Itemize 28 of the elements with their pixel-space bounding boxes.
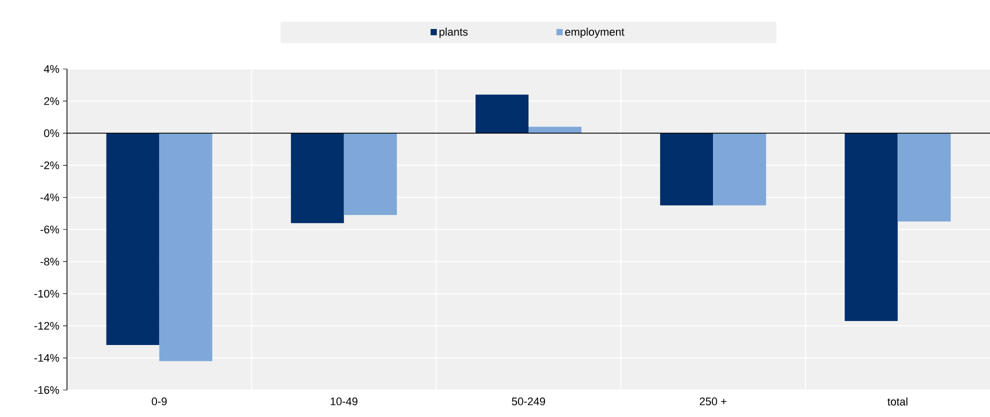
y-tick-label: -12% bbox=[34, 322, 60, 330]
y-tick-label: -4% bbox=[40, 194, 60, 202]
y-tick-label: 4% bbox=[44, 65, 60, 73]
bar bbox=[713, 133, 766, 206]
y-tick-label: -16% bbox=[34, 386, 60, 394]
x-tick-label: 250 + bbox=[700, 398, 726, 406]
bar bbox=[898, 133, 951, 222]
y-tick-label: -10% bbox=[34, 290, 60, 298]
x-tick-label: 50-249 bbox=[512, 398, 546, 406]
y-tick-label: -14% bbox=[34, 354, 60, 362]
x-tick-label: 0-9 bbox=[152, 398, 167, 406]
legend-label: plants bbox=[440, 28, 468, 38]
y-tick-label: 0% bbox=[44, 129, 60, 138]
bar bbox=[528, 126, 582, 134]
x-tick-label: total bbox=[888, 398, 908, 406]
x-tick-label: 10-49 bbox=[330, 398, 358, 406]
bar bbox=[159, 133, 212, 362]
y-tick-label: -8% bbox=[40, 258, 60, 266]
legend-label: employment bbox=[565, 28, 624, 38]
y-tick-label: -6% bbox=[40, 226, 60, 234]
bar bbox=[660, 133, 714, 206]
bar bbox=[106, 133, 160, 346]
bar bbox=[290, 133, 344, 224]
bar bbox=[476, 94, 529, 134]
bar bbox=[844, 133, 898, 321]
y-tick-label: 2% bbox=[44, 97, 60, 105]
y-tick-label: -2% bbox=[40, 161, 60, 170]
bar bbox=[344, 133, 397, 216]
